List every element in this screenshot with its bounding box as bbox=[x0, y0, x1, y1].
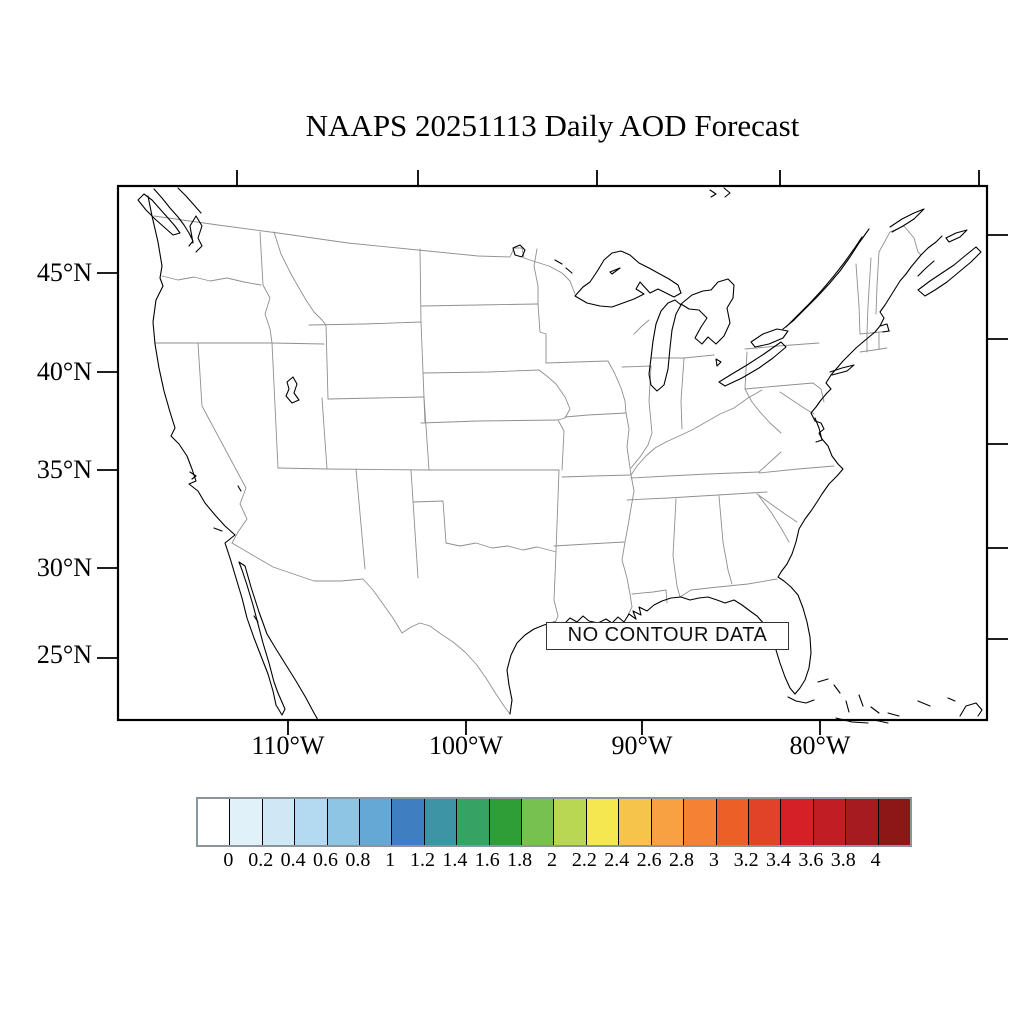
colorbar-cell bbox=[198, 799, 231, 845]
colorbar bbox=[196, 797, 912, 847]
colorbar-cell bbox=[554, 799, 587, 845]
colorbar-cell bbox=[748, 799, 782, 845]
colorbar-cell bbox=[262, 799, 296, 845]
colorbar-tick-label: 0.2 bbox=[248, 849, 274, 871]
colorbar-cell bbox=[619, 799, 652, 845]
colorbar-tick-label: 4 bbox=[870, 849, 881, 871]
colorbar-tick-label: 0.4 bbox=[280, 849, 306, 871]
colorbar-cell bbox=[489, 799, 523, 845]
colorbar-cell bbox=[522, 799, 555, 845]
colorbar-cell bbox=[716, 799, 749, 845]
colorbar-tick-label: 2.2 bbox=[571, 849, 597, 871]
axis-ticks bbox=[97, 170, 1008, 735]
colorbar-cell bbox=[586, 799, 620, 845]
map-frame bbox=[116, 184, 989, 722]
figure-title: NAAPS 20251113 Daily AOD Forecast bbox=[305, 108, 800, 143]
colorbar-tick-label: 2.8 bbox=[668, 849, 694, 871]
colorbar-cell bbox=[651, 799, 685, 845]
lat-tick-label: 35°N bbox=[36, 455, 92, 484]
colorbar-tick-label: 2.4 bbox=[604, 849, 630, 871]
map-svg bbox=[97, 170, 1008, 735]
colorbar-tick-label: 0.6 bbox=[312, 849, 338, 871]
colorbar-cell bbox=[392, 799, 425, 845]
lon-tick-label: 80°W bbox=[789, 731, 851, 760]
state-borders bbox=[153, 215, 922, 715]
colorbar-tick-label: 0.8 bbox=[345, 849, 371, 871]
colorbar-tick-label: 3.8 bbox=[830, 849, 856, 871]
lon-tick-label: 100°W bbox=[429, 731, 503, 760]
colorbar-tick-label: 1.4 bbox=[442, 849, 468, 871]
no-contour-data-label: NO CONTOUR DATA bbox=[546, 622, 789, 650]
colorbar-cell bbox=[813, 799, 847, 845]
map-area: NO CONTOUR DATA bbox=[97, 170, 1008, 735]
lat-tick-label: 45°N bbox=[36, 258, 92, 287]
colorbar-tick-label: 1.2 bbox=[410, 849, 436, 871]
lat-tick-label: 25°N bbox=[36, 640, 92, 669]
colorbar-tick-label: 3.6 bbox=[798, 849, 824, 871]
colorbar-cell bbox=[327, 799, 361, 845]
colorbar-cell bbox=[781, 799, 814, 845]
colorbar-tick-label: 0 bbox=[223, 849, 234, 871]
colorbar-tick-label: 2.6 bbox=[636, 849, 662, 871]
colorbar-cell bbox=[846, 799, 879, 845]
colorbar-cell bbox=[360, 799, 393, 845]
colorbar-tick-label: 3.4 bbox=[766, 849, 792, 871]
colorbar-tick-label: 2 bbox=[547, 849, 557, 871]
lon-tick-label: 90°W bbox=[611, 731, 673, 760]
lat-tick-label: 40°N bbox=[36, 357, 92, 386]
colorbar-tick-label: 1.8 bbox=[507, 849, 533, 871]
colorbar-tick-label: 3.2 bbox=[733, 849, 759, 871]
colorbar-cell bbox=[230, 799, 263, 845]
colorbar-cell bbox=[295, 799, 328, 845]
colorbar-tick-label: 3 bbox=[708, 849, 719, 871]
colorbar-cell bbox=[424, 799, 458, 845]
lat-tick-label: 30°N bbox=[36, 553, 92, 582]
lon-tick-label: 110°W bbox=[251, 731, 325, 760]
colorbar-cell bbox=[684, 799, 717, 845]
colorbar-tick-label: 1.6 bbox=[474, 849, 500, 871]
colorbar-tick-label: 1 bbox=[385, 849, 396, 871]
colorbar-cell bbox=[878, 799, 910, 845]
colorbar-cell bbox=[457, 799, 490, 845]
